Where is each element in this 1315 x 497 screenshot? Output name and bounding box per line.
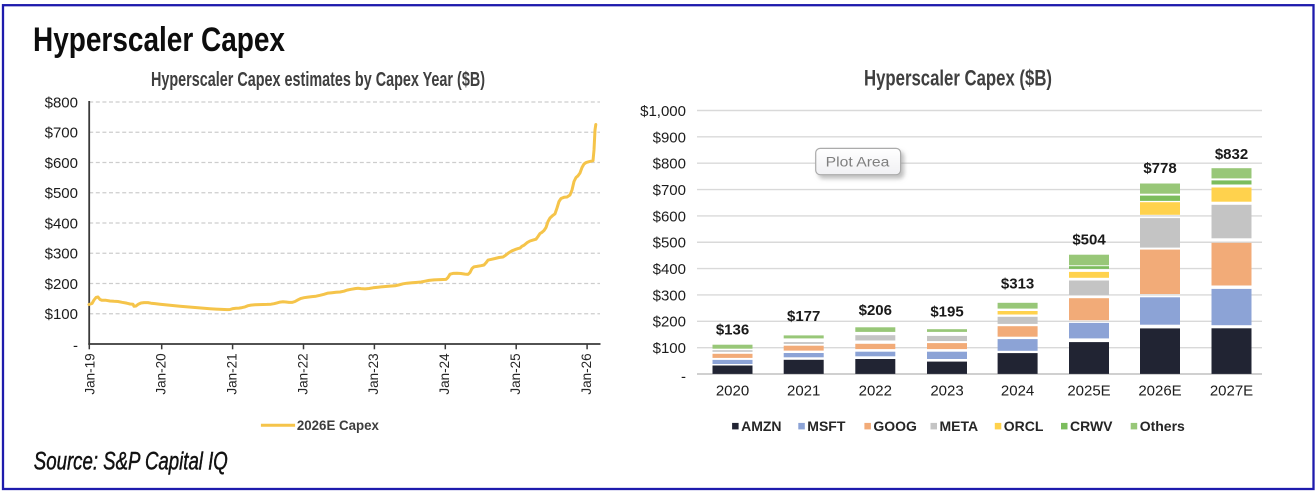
svg-text:$177: $177 xyxy=(787,308,820,325)
svg-text:$700: $700 xyxy=(653,182,686,199)
svg-text:$200: $200 xyxy=(45,276,78,293)
svg-text:Hyperscaler Capex estimates by: Hyperscaler Capex estimates by Capex Yea… xyxy=(151,69,485,91)
svg-text:Source: S&P Capital IQ: Source: S&P Capital IQ xyxy=(34,448,228,476)
svg-text:2026E: 2026E xyxy=(1138,382,1181,399)
svg-text:Hyperscaler Capex ($B): Hyperscaler Capex ($B) xyxy=(864,66,1052,91)
svg-text:Plot Area: Plot Area xyxy=(826,154,890,170)
svg-text:2022: 2022 xyxy=(859,382,892,399)
svg-text:$400: $400 xyxy=(45,215,78,232)
svg-text:2021: 2021 xyxy=(787,382,820,399)
svg-text:AMZN: AMZN xyxy=(741,418,781,434)
svg-text:$136: $136 xyxy=(716,321,749,338)
svg-text:$313: $313 xyxy=(1001,275,1034,292)
svg-text:-: - xyxy=(681,369,686,386)
svg-text:2025E: 2025E xyxy=(1067,382,1110,399)
svg-text:ORCL: ORCL xyxy=(1004,418,1044,434)
svg-text:Jan-22: Jan-22 xyxy=(295,353,310,394)
svg-text:-: - xyxy=(73,338,78,355)
svg-text:$400: $400 xyxy=(653,261,686,278)
svg-text:Jan-23: Jan-23 xyxy=(366,353,381,394)
svg-text:GOOG: GOOG xyxy=(873,418,917,434)
svg-text:$832: $832 xyxy=(1215,146,1248,163)
svg-text:2023: 2023 xyxy=(930,382,963,399)
svg-text:META: META xyxy=(940,418,979,434)
svg-text:$700: $700 xyxy=(45,125,78,142)
svg-text:Jan-26: Jan-26 xyxy=(579,353,594,394)
svg-text:Jan-21: Jan-21 xyxy=(224,353,239,394)
svg-text:Jan-20: Jan-20 xyxy=(154,353,169,394)
svg-text:$206: $206 xyxy=(859,302,892,319)
svg-text:$800: $800 xyxy=(653,156,686,173)
svg-text:2020: 2020 xyxy=(716,382,749,399)
svg-text:$600: $600 xyxy=(653,208,686,225)
svg-text:$500: $500 xyxy=(45,185,78,202)
svg-text:Jan-24: Jan-24 xyxy=(437,353,452,395)
svg-text:MSFT: MSFT xyxy=(807,418,846,434)
svg-text:2024: 2024 xyxy=(1001,382,1034,399)
svg-text:2027E: 2027E xyxy=(1210,382,1253,399)
svg-text:Jan-19: Jan-19 xyxy=(83,353,98,394)
svg-text:Others: Others xyxy=(1140,418,1185,434)
svg-text:$300: $300 xyxy=(653,287,686,304)
svg-text:CRWV: CRWV xyxy=(1070,418,1113,434)
svg-text:Jan-25: Jan-25 xyxy=(508,353,523,394)
svg-text:$300: $300 xyxy=(45,246,78,263)
svg-text:$500: $500 xyxy=(653,235,686,252)
svg-text:$1,000: $1,000 xyxy=(640,103,686,120)
svg-text:$778: $778 xyxy=(1143,160,1176,177)
svg-text:$100: $100 xyxy=(45,306,78,323)
svg-text:$800: $800 xyxy=(45,94,78,111)
svg-text:$504: $504 xyxy=(1072,232,1106,249)
svg-text:$200: $200 xyxy=(653,314,686,331)
svg-text:$600: $600 xyxy=(45,155,78,172)
svg-text:$100: $100 xyxy=(653,340,686,357)
svg-text:2026E Capex: 2026E Capex xyxy=(297,417,379,433)
svg-text:$900: $900 xyxy=(653,129,686,146)
svg-text:$195: $195 xyxy=(930,304,963,321)
svg-text:Hyperscaler Capex: Hyperscaler Capex xyxy=(33,21,285,59)
